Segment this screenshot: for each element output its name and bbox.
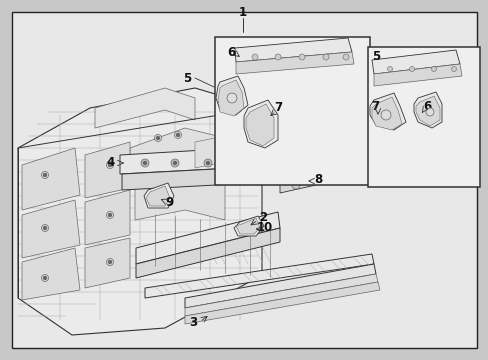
Circle shape <box>174 131 181 139</box>
Text: 7: 7 <box>273 102 282 114</box>
Circle shape <box>240 162 243 165</box>
Circle shape <box>106 162 113 168</box>
Polygon shape <box>95 88 195 128</box>
Circle shape <box>302 159 309 167</box>
Circle shape <box>380 110 390 120</box>
Circle shape <box>41 274 48 282</box>
Text: 4: 4 <box>107 157 115 170</box>
Polygon shape <box>371 50 459 74</box>
Circle shape <box>176 134 179 136</box>
Text: 10: 10 <box>256 221 273 234</box>
Polygon shape <box>22 148 80 210</box>
Polygon shape <box>85 142 130 198</box>
Circle shape <box>108 213 111 216</box>
Polygon shape <box>289 148 307 168</box>
Circle shape <box>273 162 276 165</box>
Polygon shape <box>195 136 224 168</box>
Circle shape <box>43 276 46 279</box>
Text: 5: 5 <box>371 50 379 63</box>
Circle shape <box>342 54 348 60</box>
Polygon shape <box>236 218 260 234</box>
Bar <box>215 37 369 185</box>
Polygon shape <box>369 93 405 130</box>
Polygon shape <box>236 52 353 74</box>
Polygon shape <box>234 216 264 236</box>
Circle shape <box>430 67 436 72</box>
Circle shape <box>323 54 328 60</box>
Text: 9: 9 <box>165 197 174 210</box>
Circle shape <box>298 54 305 60</box>
Polygon shape <box>371 97 401 130</box>
Circle shape <box>206 162 209 165</box>
Circle shape <box>226 93 237 103</box>
Text: 1: 1 <box>239 5 246 18</box>
Polygon shape <box>245 104 273 146</box>
Polygon shape <box>184 274 377 316</box>
Polygon shape <box>278 153 313 178</box>
Polygon shape <box>413 92 441 128</box>
Circle shape <box>203 159 212 167</box>
Polygon shape <box>235 38 351 62</box>
Circle shape <box>304 162 307 165</box>
Polygon shape <box>184 282 379 324</box>
Text: 5: 5 <box>183 72 191 85</box>
Polygon shape <box>184 264 375 308</box>
Circle shape <box>291 181 299 189</box>
Circle shape <box>108 261 111 264</box>
Polygon shape <box>130 128 224 185</box>
Circle shape <box>408 67 414 72</box>
Bar <box>367 47 479 187</box>
Circle shape <box>41 225 48 231</box>
Circle shape <box>108 163 111 166</box>
Polygon shape <box>216 76 247 115</box>
Circle shape <box>274 54 281 60</box>
Circle shape <box>156 136 159 139</box>
Polygon shape <box>280 170 315 193</box>
Polygon shape <box>135 175 224 220</box>
Circle shape <box>386 67 392 72</box>
Circle shape <box>141 159 149 167</box>
Text: 8: 8 <box>313 174 322 186</box>
Circle shape <box>171 159 179 167</box>
Circle shape <box>450 67 456 72</box>
Polygon shape <box>85 190 130 245</box>
Polygon shape <box>146 186 170 206</box>
Circle shape <box>43 226 46 230</box>
Circle shape <box>106 211 113 219</box>
Polygon shape <box>373 64 461 86</box>
Polygon shape <box>244 100 278 148</box>
Polygon shape <box>22 248 80 300</box>
Circle shape <box>251 54 258 60</box>
Text: 6: 6 <box>226 45 235 58</box>
Text: 6: 6 <box>422 100 430 113</box>
Polygon shape <box>136 228 280 278</box>
Polygon shape <box>136 212 280 264</box>
Circle shape <box>324 159 331 167</box>
Circle shape <box>173 162 176 165</box>
Circle shape <box>143 162 146 165</box>
Polygon shape <box>18 88 262 335</box>
Polygon shape <box>120 142 346 174</box>
Circle shape <box>106 258 113 265</box>
Polygon shape <box>122 162 347 190</box>
Polygon shape <box>85 238 130 288</box>
Text: 7: 7 <box>370 100 378 113</box>
Polygon shape <box>22 200 80 258</box>
Circle shape <box>270 159 279 167</box>
Circle shape <box>425 108 433 116</box>
Polygon shape <box>143 183 174 208</box>
Circle shape <box>238 159 245 167</box>
Polygon shape <box>218 80 244 116</box>
Text: 2: 2 <box>259 211 266 225</box>
Polygon shape <box>145 254 373 298</box>
Circle shape <box>326 162 329 165</box>
Circle shape <box>154 135 161 141</box>
Circle shape <box>41 171 48 179</box>
Circle shape <box>43 174 46 176</box>
Text: 3: 3 <box>188 316 197 329</box>
Polygon shape <box>415 96 439 126</box>
